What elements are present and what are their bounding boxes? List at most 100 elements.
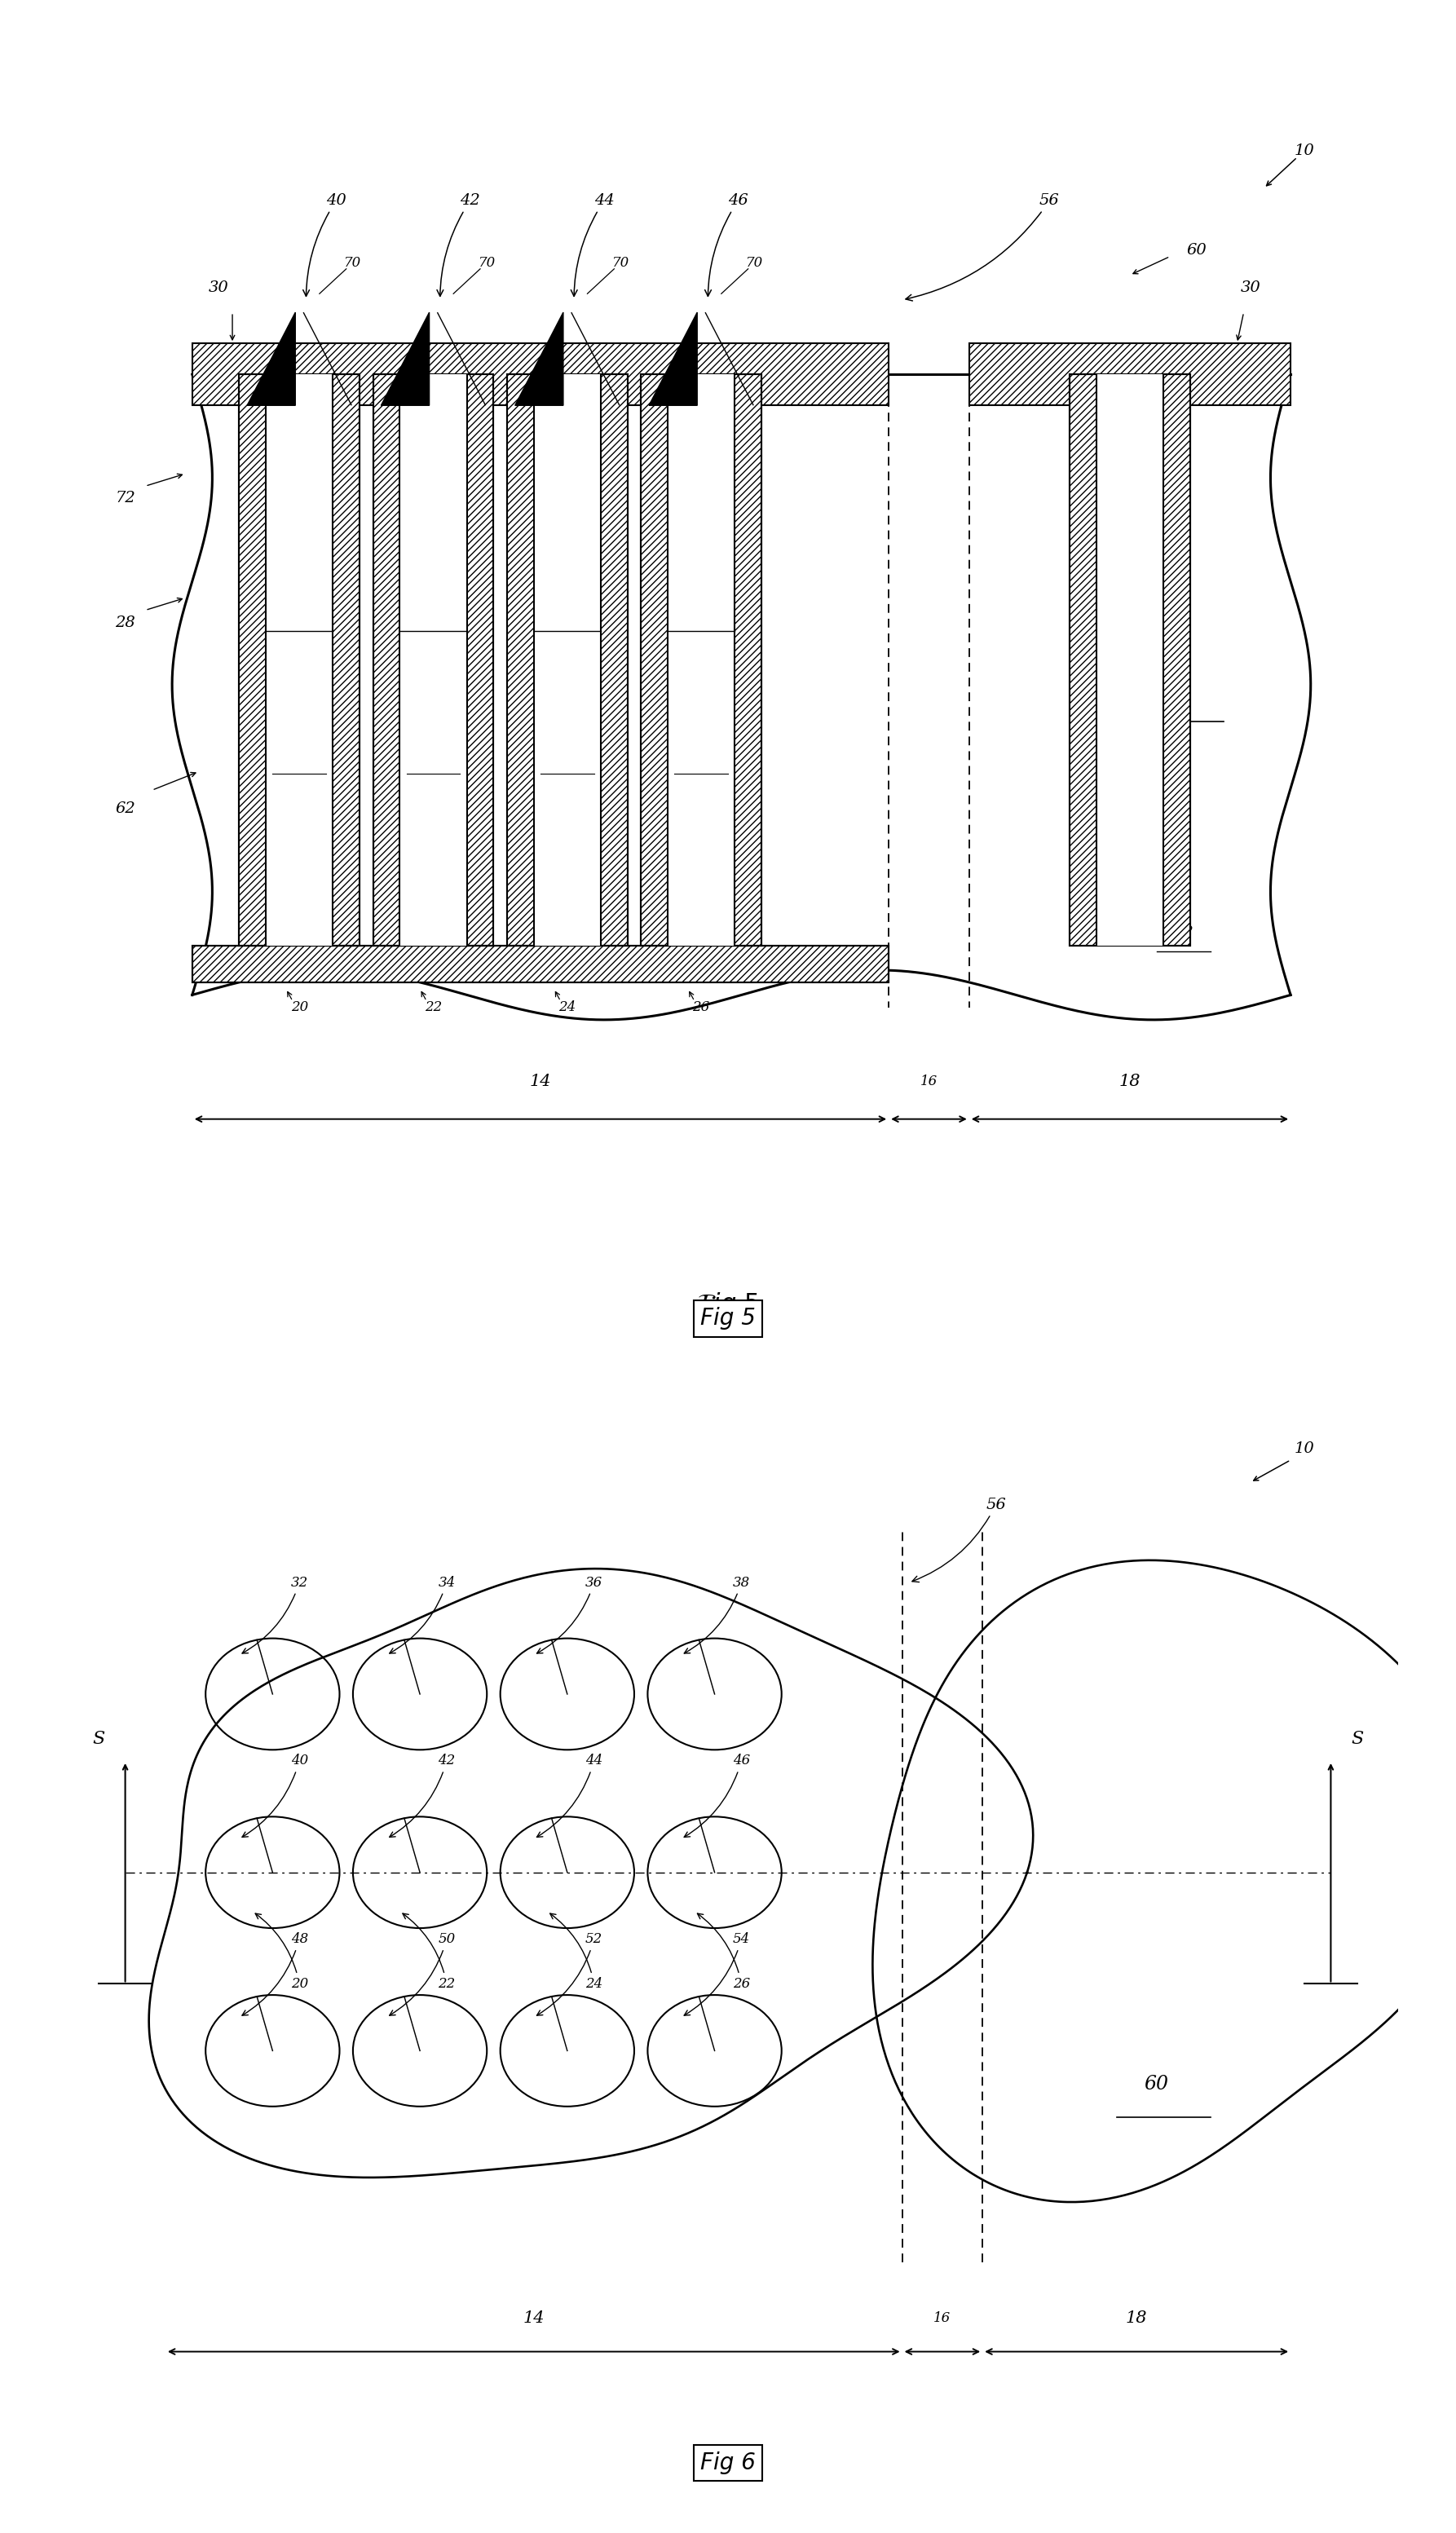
Text: 70: 70 <box>344 256 361 268</box>
Text: 42: 42 <box>437 193 480 296</box>
Bar <box>534 375 601 945</box>
Text: $\mathcal{F}$$\mathit{ig}\ 5$: $\mathcal{F}$$\mathit{ig}\ 5$ <box>697 1292 759 1317</box>
Text: 22: 22 <box>403 1912 456 1991</box>
Bar <box>467 375 494 945</box>
Bar <box>192 344 888 405</box>
Text: 72: 72 <box>425 661 443 676</box>
Bar <box>641 375 761 945</box>
Bar <box>970 344 1290 405</box>
Text: 64: 64 <box>310 887 370 973</box>
Bar <box>333 375 360 945</box>
Text: 72: 72 <box>115 491 135 507</box>
Text: 72: 72 <box>559 661 577 676</box>
Text: 38: 38 <box>684 1576 750 1654</box>
Text: 16: 16 <box>920 1074 938 1089</box>
Text: 28: 28 <box>559 747 577 762</box>
Text: 20: 20 <box>255 1912 309 1991</box>
Text: 70: 70 <box>612 256 629 268</box>
Polygon shape <box>515 312 563 405</box>
Bar <box>1163 375 1190 945</box>
Bar <box>970 344 1290 405</box>
Text: 20: 20 <box>291 1001 309 1013</box>
Text: 10: 10 <box>1294 1441 1315 1456</box>
Bar <box>507 375 628 945</box>
Text: 54: 54 <box>684 1933 750 2016</box>
Text: 40: 40 <box>242 1753 309 1836</box>
Bar <box>601 375 628 945</box>
Text: 28: 28 <box>115 616 135 631</box>
Text: 60: 60 <box>1187 243 1207 258</box>
Polygon shape <box>649 312 697 405</box>
Text: 50: 50 <box>389 1933 456 2016</box>
Bar <box>400 375 467 945</box>
Text: 18: 18 <box>1120 1074 1140 1089</box>
Text: 46: 46 <box>684 1753 750 1836</box>
Bar <box>373 375 400 945</box>
Bar <box>239 375 266 945</box>
Text: Fig 6: Fig 6 <box>700 2452 756 2475</box>
Text: 46: 46 <box>705 193 748 296</box>
Polygon shape <box>437 312 485 405</box>
Text: 72: 72 <box>693 661 711 676</box>
Text: 24: 24 <box>550 1912 603 1991</box>
Text: 28: 28 <box>425 747 443 762</box>
Text: 52: 52 <box>537 1933 603 2016</box>
Bar <box>1096 375 1163 945</box>
Text: 56: 56 <box>911 1497 1006 1583</box>
Text: S: S <box>92 1730 105 1748</box>
Text: 44: 44 <box>571 193 614 296</box>
Text: 30: 30 <box>291 494 309 507</box>
Text: 68: 68 <box>578 887 638 973</box>
Bar <box>192 344 888 405</box>
Bar <box>1070 375 1096 945</box>
Polygon shape <box>571 312 619 405</box>
Text: Fig 5: Fig 5 <box>700 1307 756 1330</box>
Text: 70: 70 <box>745 256 763 268</box>
Polygon shape <box>381 312 430 405</box>
Text: 26: 26 <box>697 1912 750 1991</box>
Text: 44: 44 <box>537 1753 603 1836</box>
Text: 10: 10 <box>1294 144 1315 157</box>
Bar <box>239 375 360 945</box>
Bar <box>239 375 266 945</box>
Text: 62: 62 <box>115 800 135 816</box>
Text: 30: 30 <box>1241 281 1261 294</box>
Text: 24: 24 <box>559 1001 577 1013</box>
Bar <box>333 375 360 945</box>
Text: 40: 40 <box>303 193 347 296</box>
Text: 36: 36 <box>537 1576 603 1654</box>
Text: 56: 56 <box>906 193 1060 301</box>
Polygon shape <box>303 312 351 405</box>
Bar <box>1163 375 1190 945</box>
Bar <box>507 375 534 945</box>
Text: 18: 18 <box>1125 2310 1147 2325</box>
Text: 30: 30 <box>693 494 711 507</box>
Text: 28: 28 <box>291 747 309 762</box>
Bar <box>1070 375 1190 945</box>
Polygon shape <box>248 312 296 405</box>
Bar <box>192 945 888 983</box>
Text: 30: 30 <box>559 494 577 507</box>
Bar <box>735 375 761 945</box>
Text: 28: 28 <box>693 747 711 762</box>
Bar <box>373 375 494 945</box>
Text: 72: 72 <box>291 661 309 676</box>
Text: 32: 32 <box>242 1576 309 1654</box>
Bar <box>467 375 494 945</box>
Text: 34: 34 <box>390 1576 456 1654</box>
Bar <box>601 375 628 945</box>
Text: 30: 30 <box>208 281 229 294</box>
Text: 70: 70 <box>478 256 495 268</box>
Bar <box>668 375 735 945</box>
Bar <box>266 375 333 945</box>
Bar <box>641 375 668 945</box>
Text: 66: 66 <box>444 887 504 973</box>
Text: 22: 22 <box>425 1001 443 1013</box>
Text: 60: 60 <box>1144 2075 1169 2095</box>
Text: 26: 26 <box>693 1001 711 1013</box>
Bar <box>192 945 888 983</box>
Text: 12: 12 <box>1174 925 1194 940</box>
Text: 14: 14 <box>523 2310 545 2325</box>
Bar <box>735 375 761 945</box>
Text: S: S <box>1351 1730 1364 1748</box>
